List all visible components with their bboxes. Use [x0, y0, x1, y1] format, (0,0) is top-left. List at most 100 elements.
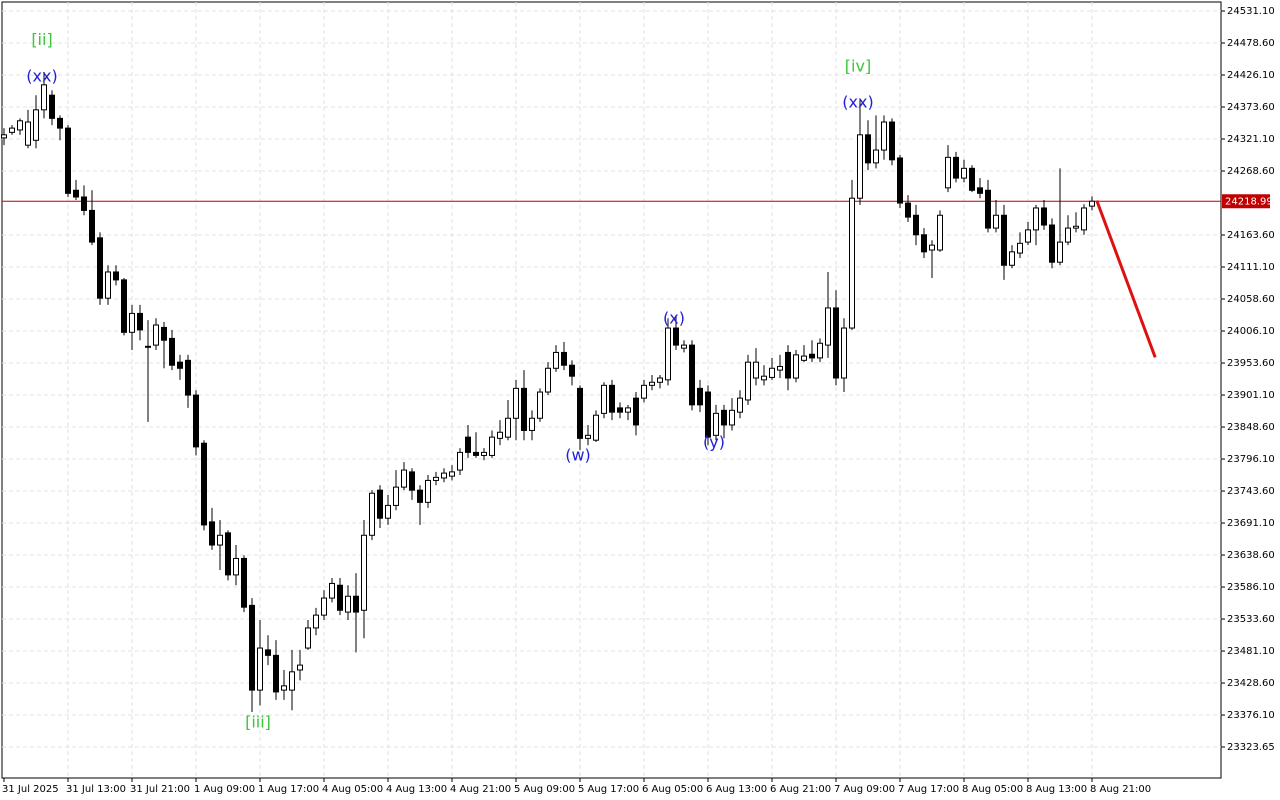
candle-body — [529, 417, 535, 431]
candle-body — [609, 384, 615, 413]
candle-body — [889, 121, 895, 161]
candle-body — [161, 326, 167, 341]
y-tick-label: 24058.60 — [1227, 294, 1275, 305]
candle-body — [225, 532, 231, 576]
candle-body — [1025, 229, 1031, 243]
candle-body — [257, 647, 263, 691]
candle-body — [977, 187, 983, 194]
y-tick-label: 24163.60 — [1227, 230, 1275, 241]
y-tick-label: 24268.60 — [1227, 166, 1275, 177]
candle-body — [561, 351, 567, 366]
candle-body — [937, 214, 943, 251]
y-tick-label: 23586.10 — [1227, 582, 1275, 593]
x-tick-label: 8 Aug 05:00 — [962, 784, 1023, 795]
y-tick-label: 23638.60 — [1227, 550, 1275, 561]
candle-body — [1009, 251, 1015, 266]
candle-body — [969, 167, 975, 191]
candle-body — [89, 209, 95, 243]
candle-body — [449, 471, 455, 477]
candle-body — [321, 597, 327, 616]
y-tick-label: 24321.10 — [1227, 134, 1275, 145]
wave-label: (xx) — [842, 93, 873, 112]
candle-body — [137, 312, 143, 331]
x-tick-label: 7 Aug 17:00 — [898, 784, 959, 795]
candle-body — [793, 354, 799, 379]
candle-body — [817, 342, 823, 359]
candle-body — [1041, 207, 1047, 226]
candle-body — [633, 397, 639, 426]
candle-body — [921, 234, 927, 253]
candle-body — [409, 471, 415, 491]
x-tick-label: 1 Aug 17:00 — [258, 784, 319, 795]
y-tick-label: 23743.60 — [1227, 486, 1275, 497]
y-tick-label: 23691.10 — [1227, 518, 1275, 529]
candle-body — [833, 307, 839, 379]
candle-body — [673, 327, 679, 346]
candle-body — [657, 377, 663, 383]
candle-body — [265, 649, 271, 656]
candle-body — [585, 434, 591, 439]
y-tick-label: 23953.60 — [1227, 358, 1275, 369]
candle-body — [865, 134, 871, 164]
candle-body — [769, 367, 775, 378]
candle-body — [1001, 214, 1007, 266]
candle-body — [753, 361, 759, 379]
candle-body — [313, 614, 319, 629]
x-tick-label: 8 Aug 21:00 — [1090, 784, 1151, 795]
candle-body — [129, 312, 135, 333]
candle-body — [697, 387, 703, 406]
candle-body — [825, 307, 831, 346]
candle-body — [913, 214, 919, 236]
candle-body — [153, 324, 159, 346]
candle-body — [593, 414, 599, 441]
candle-body — [41, 84, 47, 111]
x-tick-label: 31 Jul 13:00 — [66, 784, 126, 795]
x-tick-label: 6 Aug 05:00 — [642, 784, 703, 795]
candle-body — [361, 534, 367, 611]
candle-body — [1017, 242, 1023, 254]
candle-body — [1081, 207, 1087, 231]
candle-body — [681, 344, 687, 349]
candle-body — [801, 355, 807, 361]
y-tick-label: 23848.60 — [1227, 422, 1275, 433]
candle-body — [481, 451, 487, 456]
candle-body — [993, 214, 999, 229]
x-tick-label: 31 Jul 2025 — [2, 784, 59, 795]
candle-body — [849, 197, 855, 329]
candle-body — [881, 121, 887, 151]
y-tick-label: 24531.10 — [1227, 6, 1275, 17]
candle-body — [217, 534, 223, 546]
x-tick-label: 5 Aug 09:00 — [514, 784, 575, 795]
y-tick-label: 23376.10 — [1227, 710, 1275, 721]
candle-body — [281, 685, 287, 691]
candle-body — [417, 489, 423, 503]
candle-body — [569, 364, 575, 377]
candle-body — [1065, 227, 1071, 243]
x-tick-label: 4 Aug 05:00 — [322, 784, 383, 795]
candle-body — [305, 627, 311, 649]
candle-body — [273, 654, 279, 693]
candle-body — [17, 120, 23, 131]
candle-body — [121, 279, 127, 333]
candle-body — [497, 431, 503, 439]
candle-body — [489, 436, 495, 456]
candle-body — [465, 436, 471, 453]
candle-body — [785, 351, 791, 379]
candle-body — [33, 109, 39, 141]
candle-body — [241, 557, 247, 608]
x-tick-label: 8 Aug 13:00 — [1026, 784, 1087, 795]
candle-body — [929, 244, 935, 251]
candle-body — [169, 337, 175, 366]
candle-body — [473, 451, 479, 456]
candle-body — [513, 387, 519, 419]
candle-body — [649, 381, 655, 386]
candle-body — [537, 391, 543, 419]
candle-body — [9, 127, 15, 133]
candle-body — [577, 387, 583, 439]
candle-body — [545, 367, 551, 393]
candle-body — [777, 365, 783, 371]
candle-body — [353, 595, 359, 613]
x-tick-label: 4 Aug 21:00 — [450, 784, 511, 795]
candle-body — [457, 451, 463, 471]
